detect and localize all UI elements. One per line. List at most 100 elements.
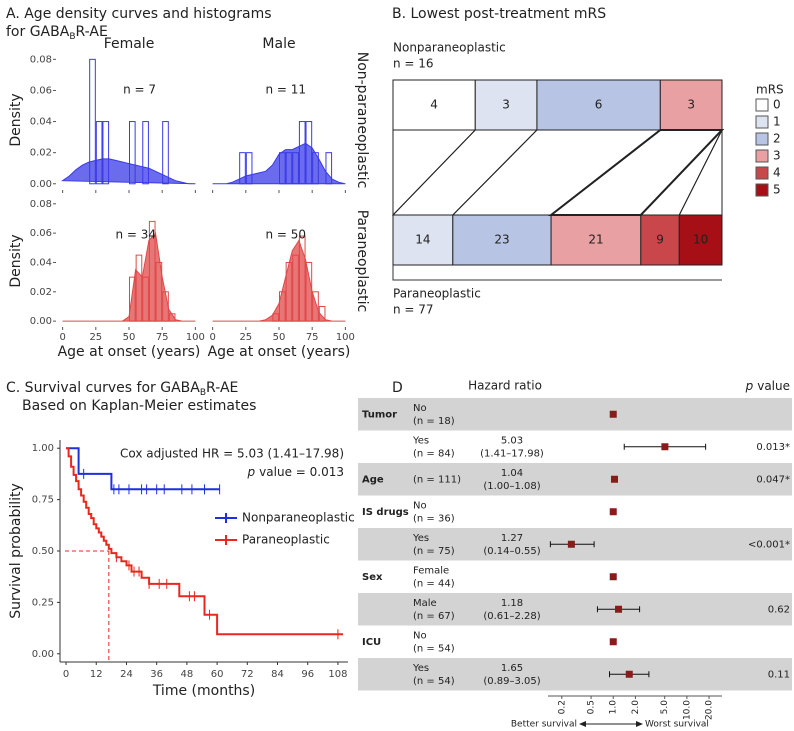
level-label: Yes	[412, 533, 429, 544]
y-tick-label: 0.75	[32, 495, 54, 506]
ci-text: (1.41–17.98)	[480, 449, 544, 460]
hr-marker	[609, 573, 617, 581]
group-label: Age	[362, 474, 384, 485]
hr-marker	[609, 638, 617, 646]
x-tick-label: 25	[239, 332, 252, 343]
histogram-bar	[318, 305, 326, 322]
group-label: Tumor	[362, 409, 397, 420]
ci-text: (0.14–0.55)	[483, 546, 540, 557]
histogram-bar	[168, 313, 176, 322]
annotation-text: value = 0.013	[259, 465, 344, 479]
column-header: Hazard ratio	[468, 379, 542, 393]
histogram-bar	[312, 152, 319, 185]
p-text: 0.11	[768, 669, 790, 680]
mrs-segment	[536, 79, 661, 131]
strip-label: Female	[104, 36, 155, 52]
title-subscript: B	[69, 32, 75, 42]
p-text: 0.047*	[756, 474, 790, 485]
histogram-bar	[312, 291, 319, 322]
n-label: (n = 54)	[413, 676, 455, 687]
segment-label: 21	[588, 233, 603, 247]
x-tick-label: 36	[150, 669, 163, 680]
segment-label: 3	[687, 98, 695, 112]
n-label: (n = 18)	[413, 416, 455, 427]
n-label: n = 7	[123, 83, 156, 97]
histogram-bar	[89, 58, 96, 185]
x-tick-label: 24	[120, 669, 133, 680]
legend-swatch	[755, 166, 769, 180]
y-tick-label: 0.00	[30, 179, 52, 190]
p-text: 0.013*	[756, 442, 790, 453]
x-tick-label: 0.5	[587, 700, 597, 714]
p-text: 0.62	[768, 604, 790, 615]
n-label: (n = 111)	[413, 474, 461, 485]
header-italic: p	[745, 379, 754, 393]
x-tick-label: 0	[63, 669, 69, 680]
legend-swatch	[755, 115, 769, 129]
segment-label: 4	[430, 98, 438, 112]
x-tick-label: 60	[211, 669, 224, 680]
n-label: n = 50	[265, 228, 306, 242]
title-text: R-AE	[206, 380, 238, 396]
x-tick-label: 108	[328, 669, 347, 680]
x-tick-label: 100	[336, 332, 355, 343]
x-tick-label: 1.0	[609, 700, 619, 715]
x-tick-label: 25	[89, 332, 102, 343]
level-label: No	[413, 631, 427, 642]
mrs-segment	[550, 214, 642, 266]
hr-marker	[567, 540, 575, 548]
level-label: Male	[413, 598, 437, 609]
histogram-bar	[129, 121, 136, 185]
y-tick-label: 0.06	[30, 85, 52, 96]
legend-label: Paraneoplastic	[242, 533, 330, 547]
segment-label: 23	[494, 233, 509, 247]
n-label: (n = 36)	[413, 514, 455, 525]
title-text: for GABA	[6, 24, 70, 40]
n-label: (n = 84)	[413, 449, 455, 460]
flow	[548, 129, 725, 216]
x-tick-label: 72	[241, 669, 254, 680]
x-tick-label: 84	[271, 669, 284, 680]
panel-title: B. Lowest post-treatment mRS	[392, 6, 606, 22]
hr-marker	[609, 410, 617, 418]
x-axis-label: Better survival	[511, 720, 577, 730]
x-tick-label: 50	[123, 332, 136, 343]
ci-text: (1.00–1.08)	[483, 481, 540, 492]
segment-label: 6	[595, 98, 603, 112]
histogram-bar	[272, 313, 280, 322]
y-tick-label: 0.00	[32, 649, 54, 660]
header-text: value	[757, 379, 790, 393]
strip-label: Non-paraneoplastic	[354, 52, 370, 189]
level-label: Yes	[412, 436, 429, 447]
y-tick-label: 0.00	[30, 316, 52, 327]
mrs-segment	[392, 214, 454, 266]
n-label: n = 11	[265, 83, 306, 97]
histogram-bar	[135, 254, 143, 322]
x-tick-label: 75	[306, 332, 319, 343]
histogram-bar	[325, 152, 333, 185]
y-tick-label: 0.08	[30, 199, 52, 210]
segment-label: 10	[693, 233, 708, 247]
y-tick-label: 0.02	[30, 287, 52, 298]
legend-label: 2	[773, 132, 781, 146]
hr-marker	[610, 475, 618, 483]
hr-text: 1.04	[501, 468, 523, 479]
legend-label: 5	[773, 183, 781, 197]
hr-text: 1.27	[501, 533, 523, 544]
mrs-segment	[392, 79, 476, 131]
histogram-bar	[292, 152, 299, 185]
group-label: Paraneoplastic	[393, 287, 481, 301]
histogram-bar	[129, 276, 136, 322]
histogram-bar	[142, 276, 149, 322]
hr-marker	[609, 508, 617, 516]
hr-marker	[625, 670, 633, 678]
column-header: p value	[745, 379, 790, 393]
x-tick-label: 0	[209, 332, 215, 343]
histogram-bar	[142, 121, 149, 185]
title-text: R-AE	[76, 24, 108, 40]
level-label: Female	[413, 566, 449, 577]
histogram-bar	[298, 121, 306, 185]
histogram-bar	[245, 152, 253, 185]
histogram-bar	[162, 291, 169, 322]
